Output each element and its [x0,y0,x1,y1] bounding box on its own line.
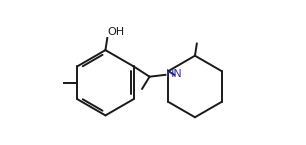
Text: OH: OH [108,27,125,37]
Text: HN: HN [166,69,183,79]
